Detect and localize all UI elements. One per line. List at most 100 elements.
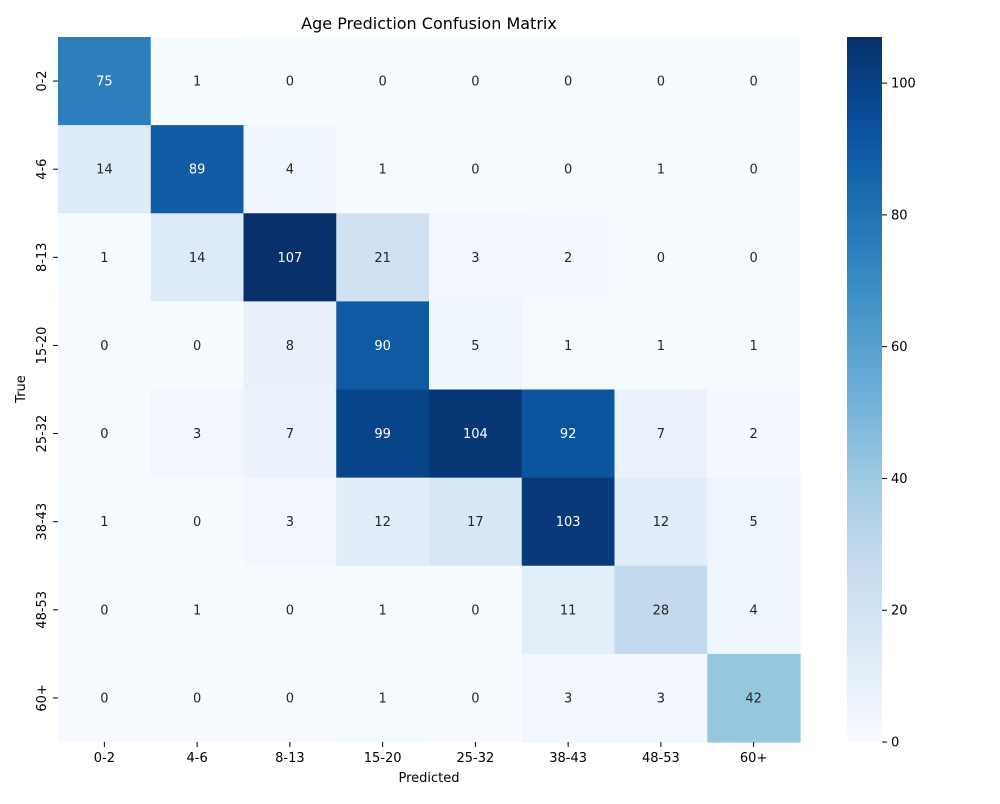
cell-value-label: 1 [657,339,665,354]
heatmap-cell [243,389,337,479]
colorbar-tick-label: 40 [891,472,908,487]
heatmap-cell [429,389,523,479]
cell-value-label: 0 [564,75,572,90]
heatmap-cell [243,213,337,302]
colorbar-tick-label: 100 [891,77,916,92]
cell-value-label: 0 [471,163,479,178]
heatmap-cell [614,125,708,214]
cell-value-label: 8 [286,339,294,354]
cell-value-label: 0 [471,691,479,706]
heatmap-cell [707,477,801,567]
cell-value-label: 4 [286,163,294,178]
cell-value-label: 12 [374,515,391,530]
heatmap-cell [614,653,708,743]
x-axis: 0-2 4-6 8-13 15-20 25-32 38-43 48-53 60+ [94,742,767,766]
x-tick-label: 8-13 [275,751,305,766]
y-tick-label: 60+ [35,684,50,711]
y-axis-label: True [14,375,29,404]
cell-value-label: 21 [374,251,391,266]
cell-value-label: 4 [749,603,757,618]
y-tick-label: 38-43 [35,503,50,541]
heatmap-cell [336,389,430,479]
heatmap-cell [336,37,430,126]
y-tick-label: 15-20 [35,327,50,365]
cell-value-label: 0 [378,75,386,90]
heatmap-cell [707,389,801,479]
cell-value-label: 0 [657,251,665,266]
heatmap-cell [150,477,245,567]
cell-value-label: 2 [749,427,757,442]
heatmap-cell [336,477,430,567]
heatmap-cell [243,565,337,655]
heatmap-cell [521,37,616,126]
heatmap-cells [58,37,801,743]
heatmap-cell [336,125,430,214]
cell-value-label: 1 [378,691,386,706]
heatmap-cell [150,389,245,479]
heatmap-cell [243,477,337,567]
cell-value-label: 5 [471,339,479,354]
cell-value-label: 0 [286,75,294,90]
cell-value-label: 104 [463,427,488,442]
heatmap-cell [429,477,523,567]
cell-value-label: 0 [193,691,201,706]
x-tick-label: 60+ [740,751,767,766]
heatmap-cell-labels: 75 1 0 0 0 0 0 014 89 4 1 0 0 1 01 14 107 21 3 2 0 00 0 8 90 5 1 1 1… [96,75,762,707]
cell-value-label: 0 [657,75,665,90]
heatmap-cell [58,653,152,743]
cell-value-label: 1 [193,75,201,90]
cell-value-label: 14 [189,251,206,266]
cell-value-label: 0 [193,339,201,354]
heatmap-cell [707,37,801,126]
heatmap-cell [521,301,616,391]
cell-value-label: 90 [374,339,391,354]
x-tick-label: 25-32 [456,751,494,766]
heatmap-cell [150,125,245,214]
heatmap-cell [521,653,616,743]
y-tick-label: 25-32 [35,415,50,453]
colorbar-tick-label: 0 [891,736,899,751]
cell-value-label: 12 [653,515,670,530]
cell-value-label: 0 [100,339,108,354]
cell-value-label: 3 [193,427,201,442]
y-axis: 0-2 4-6 8-13 15-20 25-32 38-43 48-53 60+ [35,70,58,712]
x-axis-label: Predicted [398,771,459,786]
heatmap-cell [150,301,245,391]
cell-value-label: 99 [374,427,391,442]
cell-value-label: 1 [193,603,201,618]
x-tick-label: 15-20 [364,751,402,766]
cell-value-label: 17 [467,515,484,530]
colorbar-gradient [847,37,882,742]
cell-value-label: 92 [560,427,577,442]
heatmap-cell [521,213,616,302]
colorbar-tick-label: 60 [891,340,908,355]
heatmap-cell [243,37,337,126]
cell-value-label: 3 [564,691,572,706]
cell-value-label: 28 [653,603,670,618]
x-tick-label: 0-2 [94,751,115,766]
heatmap-cell [150,653,245,743]
heatmap-cell [614,37,708,126]
heatmap-cell [429,301,523,391]
heatmap-cell [707,213,801,302]
heatmap-cell [614,301,708,391]
cell-value-label: 3 [471,251,479,266]
cell-value-label: 0 [749,251,757,266]
heatmap-cell [58,389,152,479]
cell-value-label: 0 [471,75,479,90]
heatmap-cell [336,653,430,743]
cell-value-label: 0 [286,691,294,706]
cell-value-label: 0 [193,515,201,530]
cell-value-label: 1 [100,515,108,530]
cell-value-label: 103 [556,515,581,530]
cell-value-label: 0 [100,603,108,618]
heatmap-cell [707,301,801,391]
heatmap-cell [429,125,523,214]
heatmap-cell [429,213,523,302]
y-tick-label: 0-2 [35,70,50,91]
y-tick-label: 8-13 [35,243,50,273]
cell-value-label: 3 [286,515,294,530]
heatmap-cell [614,213,708,302]
heatmap-cell [150,37,245,126]
